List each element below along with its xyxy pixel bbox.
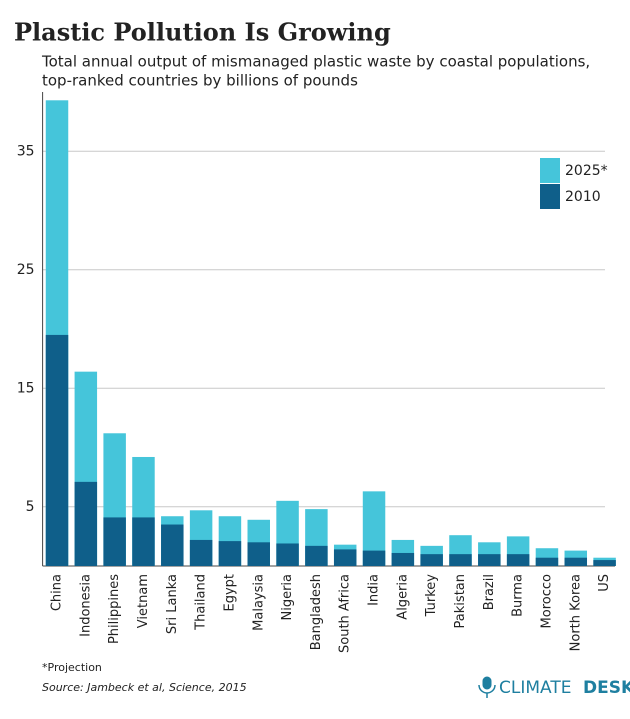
x-tick-label: Sri Lanka: [165, 574, 180, 634]
bar: [103, 517, 126, 566]
x-tick-label: Algeria: [395, 574, 410, 620]
bar: [478, 554, 501, 566]
logo-text: DESK: [583, 678, 630, 698]
bar: [420, 554, 443, 566]
x-tick-label: Thailand: [194, 574, 209, 631]
y-tick-label: 5: [26, 499, 35, 515]
legend-label: 2010: [565, 189, 601, 205]
x-tick-label: Burma: [511, 574, 526, 617]
bar: [132, 517, 155, 566]
logo-icon: [478, 676, 496, 698]
bar: [189, 539, 213, 566]
x-tick-label: Philippines: [107, 574, 122, 644]
legend-label: 2025*: [565, 163, 608, 179]
subtitle: top-ranked countries by billions of poun…: [42, 72, 358, 90]
bar: [305, 545, 328, 566]
logo-text: CLIMATE: [499, 678, 571, 698]
x-tick-label: South Africa: [338, 574, 353, 653]
x-tick-label: North Korea: [568, 574, 583, 651]
footnote: *Projection: [42, 661, 102, 674]
x-tick-label: India: [367, 574, 382, 606]
y-tick-label: 25: [17, 262, 35, 278]
y-tick-label: 15: [17, 380, 35, 396]
bar: [391, 552, 415, 566]
y-tick-label: 35: [17, 143, 35, 159]
source: Source: Jambeck et al, Science, 2015: [42, 681, 247, 694]
legend-swatch: [540, 158, 560, 183]
x-tick-label: Bangladesh: [309, 574, 324, 650]
subtitle: Total annual output of mismanaged plasti…: [41, 53, 590, 71]
bar: [362, 550, 386, 566]
bar: [161, 524, 184, 566]
x-tick-label: China: [50, 574, 65, 611]
bar: [45, 334, 69, 566]
bar: [218, 541, 242, 566]
x-tick-label: Turkey: [424, 574, 439, 618]
x-tick-label: Indonesia: [78, 574, 93, 637]
x-tick-label: Malaysia: [251, 574, 266, 631]
bar: [362, 491, 386, 566]
chart-title: Plastic Pollution Is Growing: [14, 18, 391, 47]
bar: [449, 554, 472, 566]
bar: [247, 542, 270, 566]
x-tick-label: Morocco: [539, 574, 554, 628]
legend-swatch: [540, 184, 560, 209]
x-tick-label: Pakistan: [453, 574, 468, 628]
bar: [506, 554, 530, 566]
bar: [333, 549, 357, 566]
bar: [593, 560, 616, 566]
x-tick-label: US: [597, 574, 612, 592]
bar: [535, 557, 559, 566]
x-tick-label: Egypt: [222, 574, 237, 612]
bar: [564, 557, 588, 566]
bar: [276, 543, 299, 566]
x-tick-label: Brazil: [482, 574, 497, 610]
bar: [74, 481, 98, 566]
x-tick-label: Vietnam: [136, 574, 151, 628]
x-tick-label: Nigeria: [280, 574, 295, 621]
